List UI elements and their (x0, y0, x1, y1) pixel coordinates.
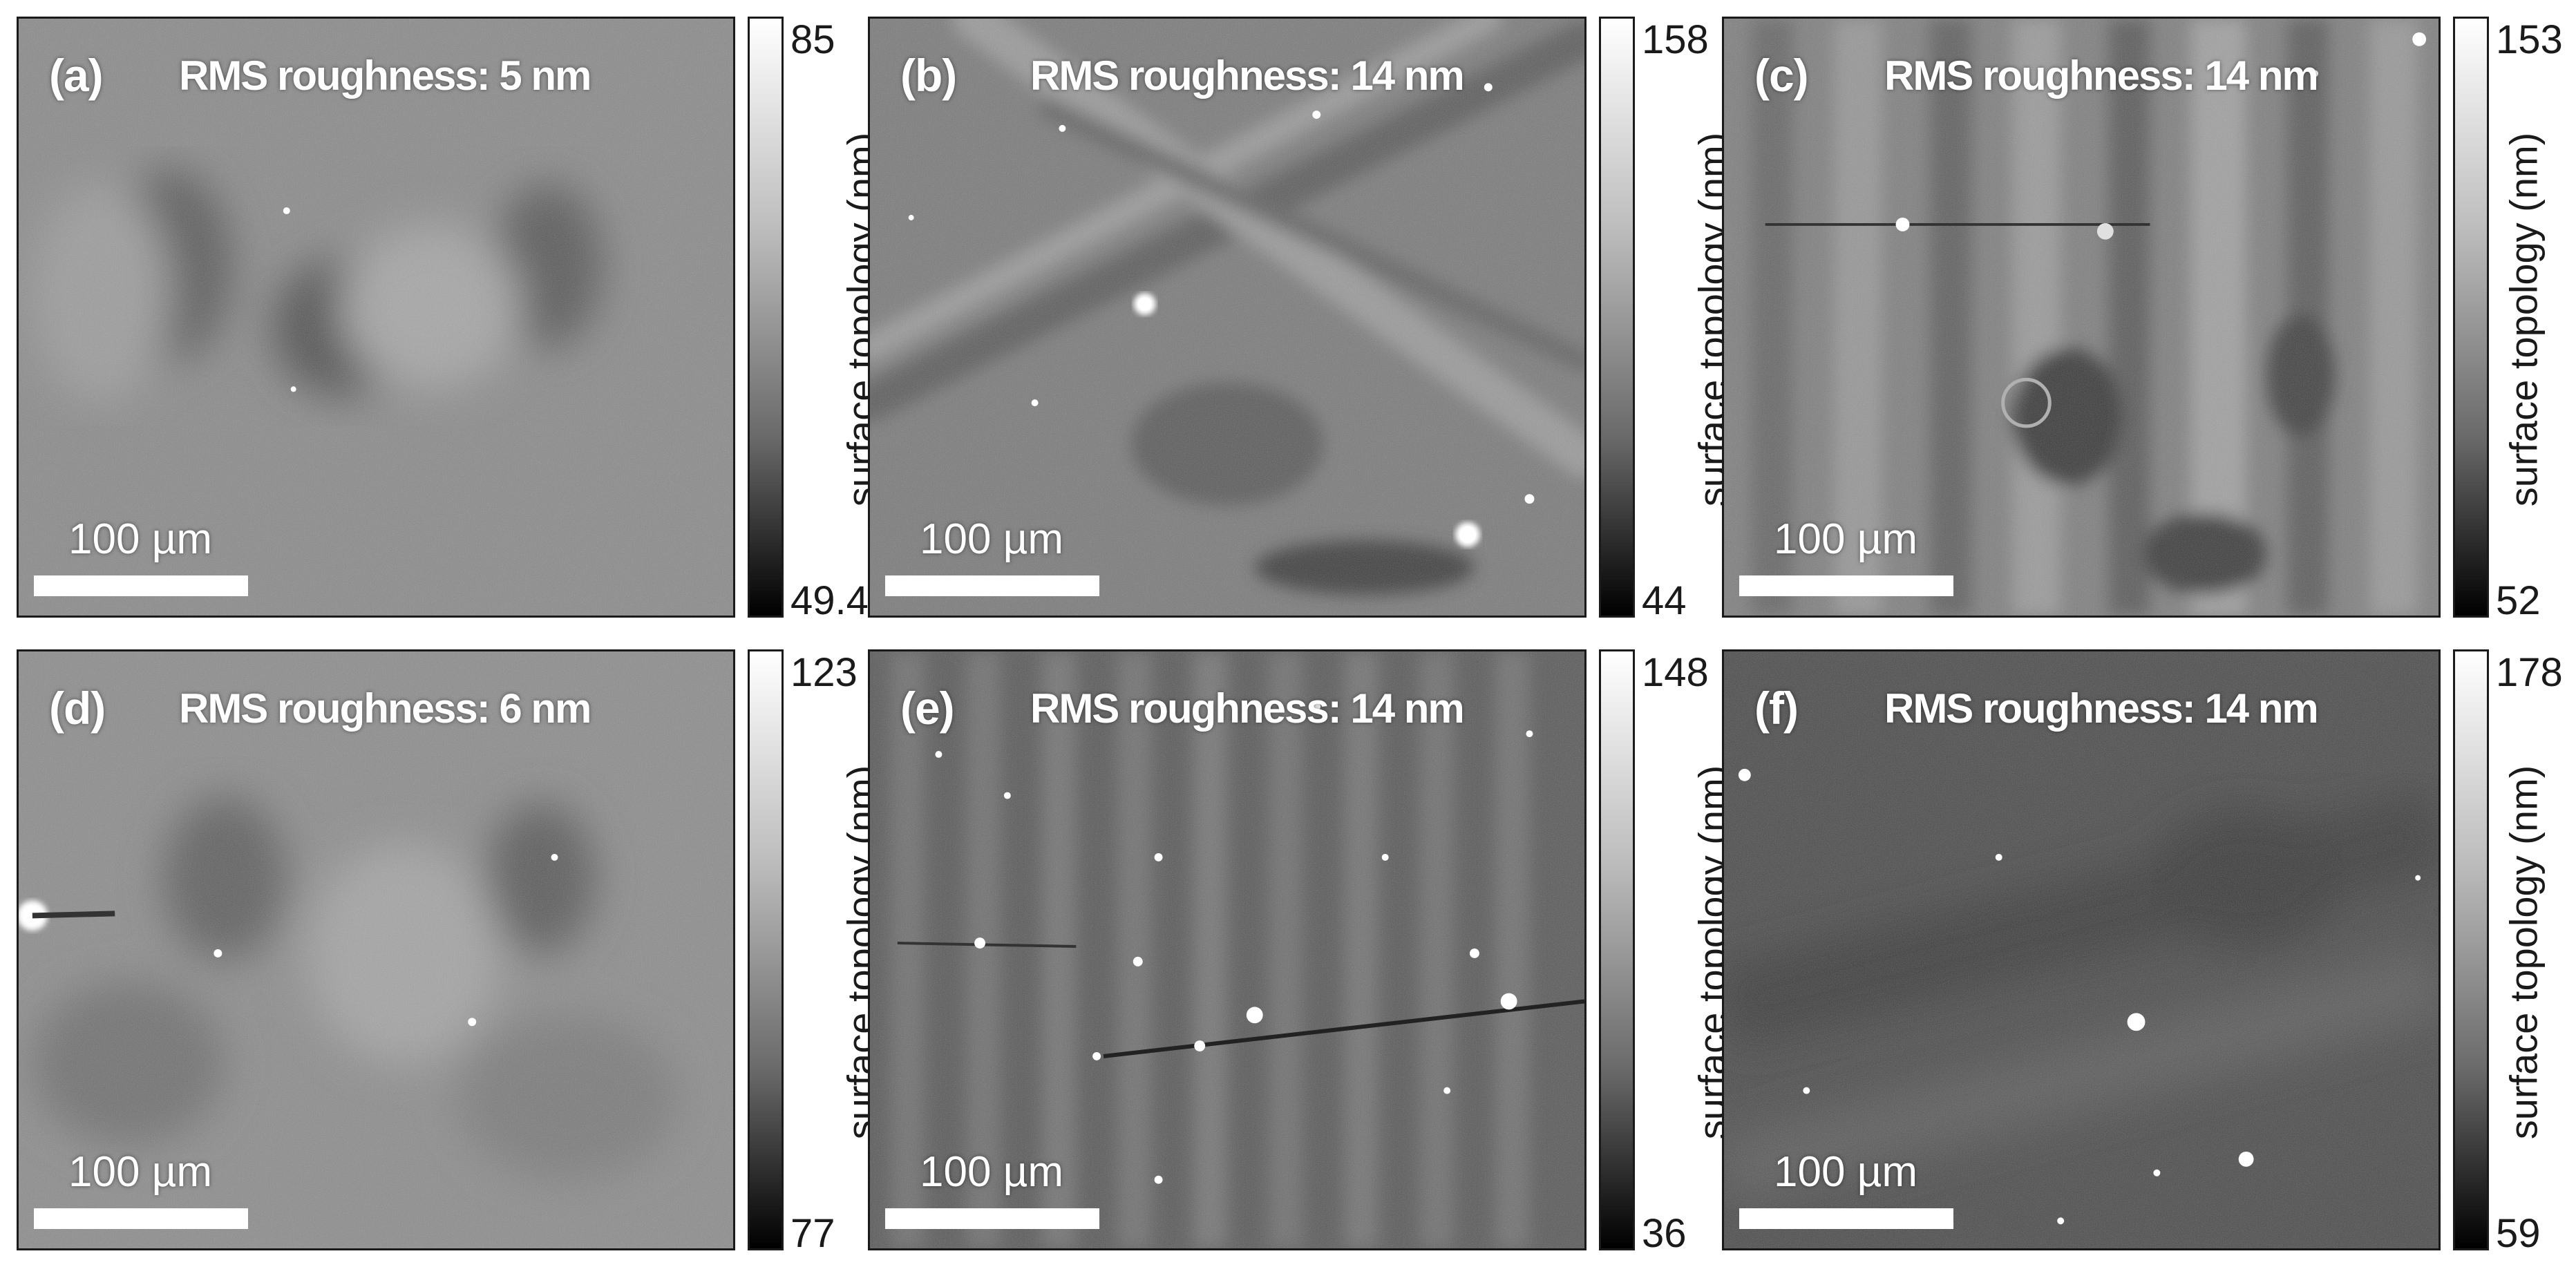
rms-roughness-label: RMS roughness: 14 nm (1884, 53, 2319, 99)
panel-label: (b) (900, 50, 957, 101)
colorbar-max: 123 (790, 650, 858, 695)
panel-label: (e) (900, 683, 955, 734)
colorbar-min: 52 (2496, 578, 2541, 623)
colorbar-max: 85 (790, 17, 835, 62)
rms-roughness-label: RMS roughness: 14 nm (1884, 685, 2319, 732)
scale-bar-label: 100 µm (1774, 1148, 1918, 1196)
rms-roughness-label: RMS roughness: 14 nm (1030, 685, 1465, 732)
colorbar-e (1599, 649, 1635, 1250)
scale-bar (1739, 1208, 1953, 1229)
panel-label: (c) (1754, 50, 1809, 101)
afm-image-d: (d) RMS roughness: 6 nm 100 µm (17, 649, 735, 1250)
afm-image-b: (b) RMS roughness: 14 nm 100 µm (868, 17, 1587, 618)
colorbar-min: 36 (1642, 1211, 1687, 1256)
afm-image-c: (c) RMS roughness: 14 nm 100 µm (1722, 17, 2441, 618)
scale-bar (34, 575, 248, 596)
scale-bar-label: 100 µm (68, 515, 213, 563)
rms-roughness-label: RMS roughness: 14 nm (1030, 53, 1465, 99)
colorbar-c (2453, 17, 2489, 618)
colorbar-min: 77 (790, 1211, 835, 1256)
colorbar-min: 59 (2496, 1211, 2541, 1256)
scale-bar-label: 100 µm (1774, 515, 1918, 563)
afm-image-f: (f) RMS roughness: 14 nm 100 µm (1722, 649, 2441, 1250)
panel-label: (a) (49, 50, 104, 101)
panel-label: (d) (49, 683, 106, 734)
colorbar-b (1599, 17, 1635, 618)
colorbar-max: 153 (2496, 17, 2563, 62)
colorbar-min: 49.4 (790, 578, 869, 623)
colorbar-f (2453, 649, 2489, 1250)
colorbar-axis-label: surface topology (nm) (2501, 765, 2546, 1140)
afm-image-e: (e) RMS roughness: 14 nm 100 µm (868, 649, 1587, 1250)
colorbar-axis-label: surface topology (nm) (2501, 132, 2546, 507)
scale-bar-label: 100 µm (68, 1148, 213, 1196)
scale-bar (885, 575, 1099, 596)
scale-bar (1739, 575, 1953, 596)
afm-image-a: (a) RMS roughness: 5 nm 100 µm (17, 17, 735, 618)
colorbar-max: 148 (1642, 650, 1709, 695)
colorbar-max: 178 (2496, 650, 2563, 695)
colorbar-d (748, 649, 784, 1250)
rms-roughness-label: RMS roughness: 6 nm (179, 685, 591, 732)
panel-label: (f) (1754, 683, 1799, 734)
rms-roughness-label: RMS roughness: 5 nm (179, 53, 591, 99)
colorbar-min: 44 (1642, 578, 1687, 623)
scale-bar-label: 100 µm (920, 1148, 1064, 1196)
scale-bar (885, 1208, 1099, 1229)
scale-bar-label: 100 µm (920, 515, 1064, 563)
scale-bar (34, 1208, 248, 1229)
colorbar-max: 158 (1642, 17, 1709, 62)
colorbar-a (748, 17, 784, 618)
